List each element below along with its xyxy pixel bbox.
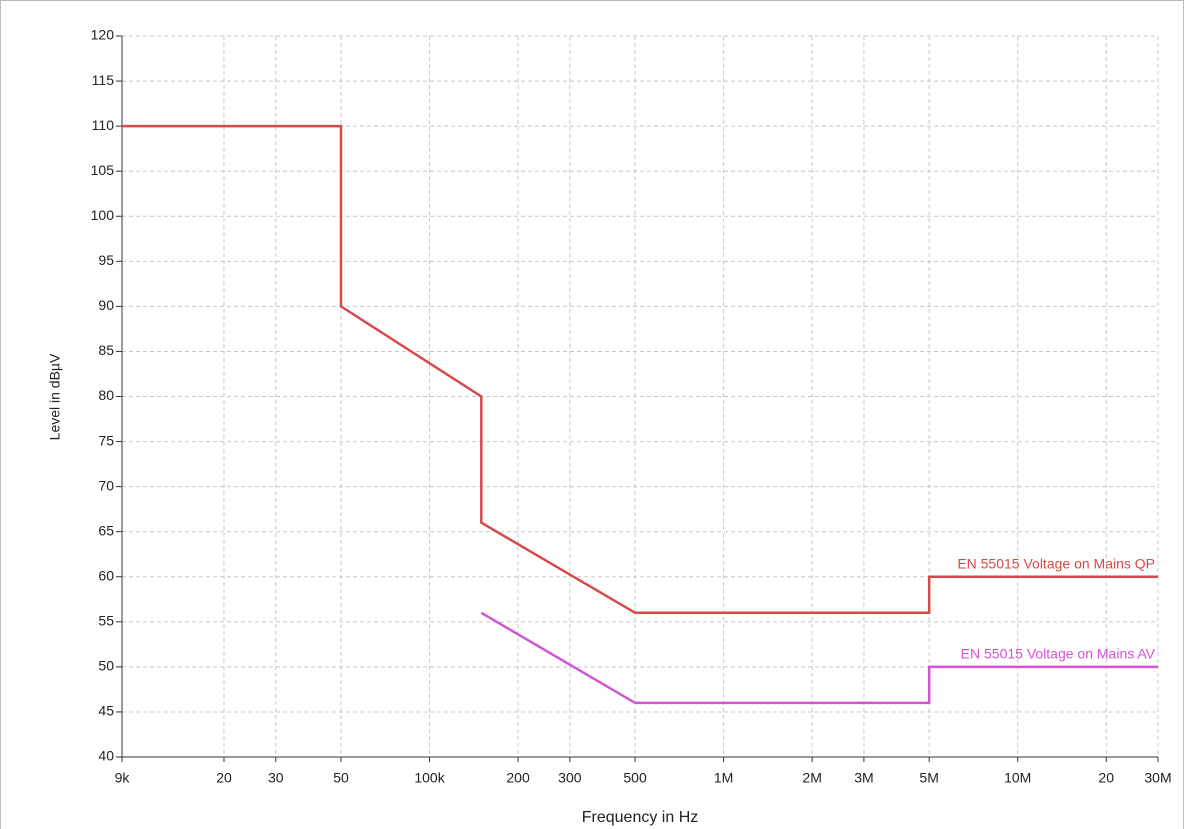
x-tick-label: 20 — [216, 770, 232, 786]
y-tick-label: 75 — [98, 432, 114, 448]
y-tick-label: 40 — [98, 748, 114, 764]
x-tick-label: 300 — [558, 770, 582, 786]
series-label: EN 55015 Voltage on Mains AV — [961, 646, 1156, 662]
y-tick-label: 110 — [92, 117, 115, 133]
x-tick-label: 100k — [414, 770, 445, 786]
x-tick-label: 20 — [1098, 770, 1114, 786]
x-tick-label: 1M — [714, 770, 733, 786]
series-label: EN 55015 Voltage on Mains QP — [957, 555, 1155, 571]
x-tick-label: 200 — [506, 770, 530, 786]
series-line — [480, 611, 1158, 705]
y-tick-label: 65 — [98, 522, 114, 538]
x-tick-label: 10M — [1004, 770, 1031, 786]
y-tick-label: 70 — [98, 477, 114, 493]
y-tick-label: 85 — [98, 342, 114, 358]
x-tick-label: 9k — [115, 770, 131, 786]
y-tick-label: 115 — [92, 72, 115, 88]
x-axis-label: Frequency in Hz — [582, 809, 699, 826]
x-tick-label: 2M — [802, 770, 821, 786]
y-axis-label: Level in dBµV — [47, 353, 63, 440]
y-tick-label: 120 — [91, 27, 115, 43]
x-tick-label: 30M — [1144, 770, 1171, 786]
x-tick-label: 500 — [623, 770, 647, 786]
y-tick-label: 55 — [98, 613, 114, 629]
y-tick-label: 105 — [91, 162, 115, 178]
y-tick-label: 100 — [91, 207, 115, 223]
y-tick-label: 45 — [98, 703, 114, 719]
x-tick-label: 5M — [919, 770, 938, 786]
y-tick-label: 50 — [98, 658, 114, 674]
x-tick-label: 30 — [268, 770, 284, 786]
y-tick-label: 95 — [98, 252, 114, 268]
x-tick-label: 3M — [854, 770, 873, 786]
series-line — [122, 124, 1158, 615]
y-tick-label: 60 — [98, 567, 114, 583]
y-tick-label: 90 — [98, 297, 114, 313]
y-tick-label: 80 — [98, 387, 114, 403]
x-tick-label: 50 — [333, 770, 349, 786]
